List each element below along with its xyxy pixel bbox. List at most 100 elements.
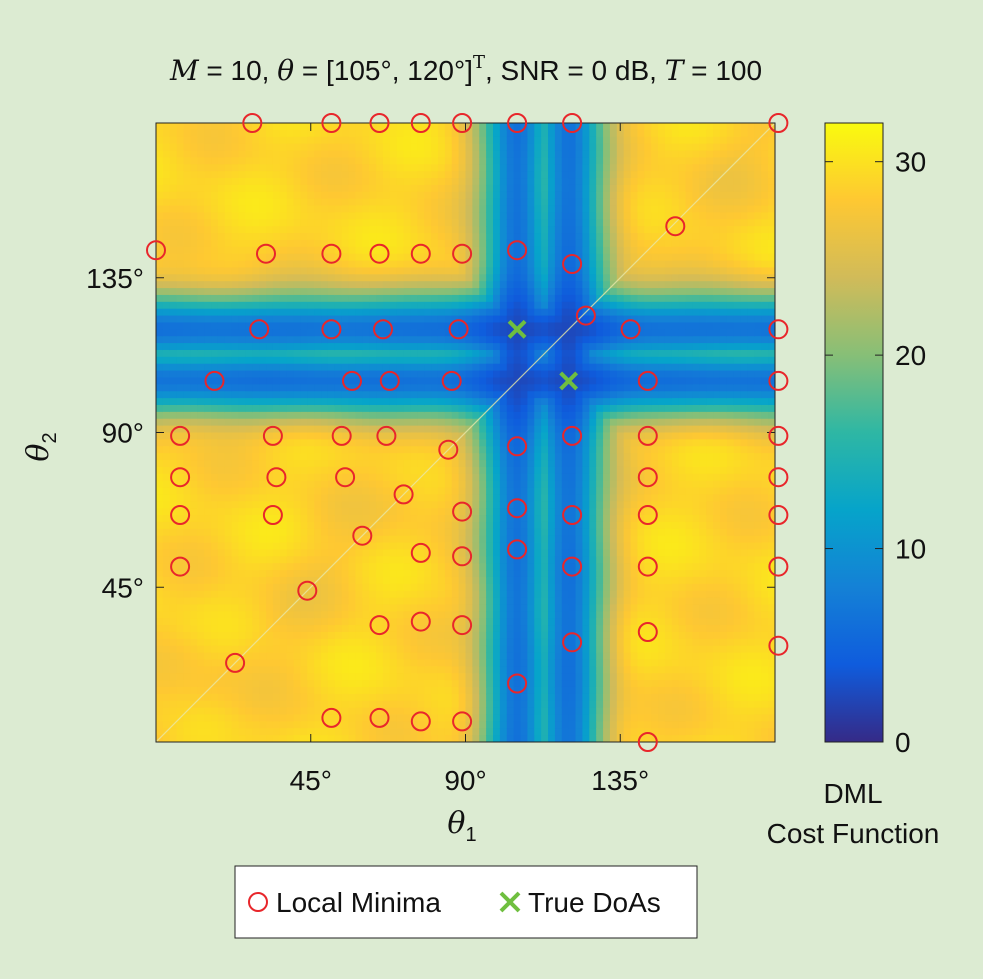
local-minimum-marker bbox=[410, 243, 431, 264]
legend-label-local-minima: Local Minima bbox=[276, 887, 441, 918]
local-minimum-marker bbox=[452, 711, 473, 732]
local-minimum-marker bbox=[342, 370, 362, 391]
colorbar-title-line2: Cost Function bbox=[767, 818, 940, 849]
local-minimum-marker bbox=[410, 113, 431, 133]
y-tick-label: 45° bbox=[102, 572, 144, 603]
local-minimum-marker bbox=[410, 611, 431, 632]
local-minimum-marker bbox=[369, 243, 390, 264]
local-minimum-marker bbox=[507, 673, 528, 694]
legend: Local Minima True DoAs bbox=[234, 865, 698, 939]
local-minimum-marker bbox=[575, 305, 596, 326]
local-minimum-marker bbox=[242, 113, 263, 133]
local-minimum-marker bbox=[637, 732, 658, 752]
local-minimum-marker bbox=[452, 243, 473, 264]
y-tick-label: 90° bbox=[102, 418, 144, 449]
local-minimum-marker bbox=[146, 240, 166, 261]
heatmap-plot-area bbox=[156, 123, 775, 742]
colorbar-ticks: 0 10 20 30 bbox=[825, 147, 926, 758]
y-tick-label: 135° bbox=[86, 263, 144, 294]
local-minimum-marker bbox=[637, 556, 658, 577]
local-minimum-marker bbox=[256, 243, 276, 264]
local-minimum-marker bbox=[507, 498, 528, 519]
colorbar-tick-label: 20 bbox=[895, 340, 926, 371]
local-minimum-marker bbox=[369, 113, 390, 133]
true-doa-marker bbox=[507, 319, 527, 339]
colorbar-tick-label: 10 bbox=[895, 534, 926, 565]
local-minimum-marker bbox=[249, 319, 270, 340]
local-minimum-marker bbox=[768, 319, 789, 340]
local-minimum-marker bbox=[369, 707, 390, 728]
local-minimum-marker bbox=[331, 425, 352, 446]
local-minimum-marker bbox=[170, 505, 191, 525]
local-minimum-marker bbox=[452, 546, 473, 567]
local-minimum-marker bbox=[170, 467, 191, 488]
local-minimum-marker bbox=[637, 622, 658, 642]
legend-x-marker bbox=[499, 891, 521, 913]
local-minimum-marker bbox=[262, 505, 283, 525]
x-tick-label: 90° bbox=[444, 765, 486, 796]
local-minimum-marker bbox=[768, 635, 789, 656]
local-minimum-marker bbox=[507, 113, 528, 133]
local-minimum-marker bbox=[266, 467, 287, 488]
local-minimum-marker bbox=[452, 501, 473, 522]
chart-title: M = 10, θ = [105°, 120°]T, SNR = 0 dB, T… bbox=[169, 52, 762, 87]
local-minimum-marker bbox=[204, 370, 225, 391]
local-minimum-marker bbox=[665, 216, 686, 237]
x-axis-label: θ1 bbox=[447, 806, 476, 846]
local-minimum-marker bbox=[507, 539, 528, 560]
diagonal-line bbox=[156, 123, 775, 742]
colorbar-title-line1: DML bbox=[823, 778, 882, 809]
local-minimum-marker bbox=[562, 505, 583, 525]
local-minimum-marker bbox=[373, 319, 393, 340]
local-minimum-marker bbox=[562, 556, 583, 577]
local-minimum-marker bbox=[768, 556, 789, 577]
local-minimum-marker bbox=[637, 425, 658, 446]
colorbar-tick-label: 0 bbox=[895, 727, 911, 758]
local-minimum-marker bbox=[637, 370, 658, 391]
local-minimum-marker bbox=[393, 484, 414, 505]
legend-circle-marker bbox=[248, 892, 268, 912]
local-minimum-marker bbox=[452, 113, 473, 133]
local-minimum-marker bbox=[768, 113, 789, 133]
local-minimum-marker bbox=[768, 505, 789, 525]
local-minimum-marker bbox=[620, 319, 641, 340]
local-minimum-marker bbox=[562, 425, 583, 446]
local-minimum-marker bbox=[410, 542, 431, 563]
x-tick-label: 45° bbox=[290, 765, 332, 796]
local-minimum-marker bbox=[321, 319, 342, 340]
local-minimum-marker bbox=[321, 113, 342, 133]
x-tick-label: 135° bbox=[591, 765, 649, 796]
local-minimum-marker bbox=[262, 425, 283, 446]
y-axis-label: θ2 bbox=[21, 432, 61, 461]
colorbar-tick-label: 30 bbox=[895, 147, 926, 178]
axis-ticks: 45° 90° 135° 45° 90° 135° bbox=[86, 123, 775, 796]
legend-box bbox=[234, 865, 698, 939]
local-minimum-marker bbox=[768, 467, 789, 488]
local-minimum-marker bbox=[352, 525, 373, 546]
local-minimum-marker bbox=[507, 240, 528, 261]
local-minimum-marker bbox=[562, 254, 583, 274]
local-minimum-marker bbox=[379, 370, 400, 391]
markers-layer bbox=[146, 113, 789, 752]
local-minimum-marker bbox=[768, 370, 789, 391]
local-minimum-marker bbox=[297, 580, 318, 601]
local-minimum-marker bbox=[452, 615, 473, 636]
local-minimum-marker bbox=[170, 425, 191, 446]
local-minimum-marker bbox=[637, 505, 658, 525]
local-minimum-marker bbox=[321, 243, 342, 264]
true-doa-marker bbox=[559, 371, 579, 391]
local-minimum-marker bbox=[438, 439, 459, 460]
colorbar bbox=[824, 122, 884, 743]
local-minimum-marker bbox=[410, 711, 431, 732]
local-minimum-marker bbox=[637, 467, 658, 488]
local-minimum-marker bbox=[507, 436, 528, 457]
local-minimum-marker bbox=[225, 652, 246, 673]
local-minimum-marker bbox=[369, 615, 390, 636]
local-minimum-marker bbox=[441, 370, 462, 391]
local-minimum-marker bbox=[448, 319, 469, 340]
local-minimum-marker bbox=[170, 556, 191, 577]
legend-label-true-doas: True DoAs bbox=[528, 887, 661, 918]
local-minimum-marker bbox=[768, 425, 789, 446]
local-minimum-marker bbox=[335, 467, 356, 488]
